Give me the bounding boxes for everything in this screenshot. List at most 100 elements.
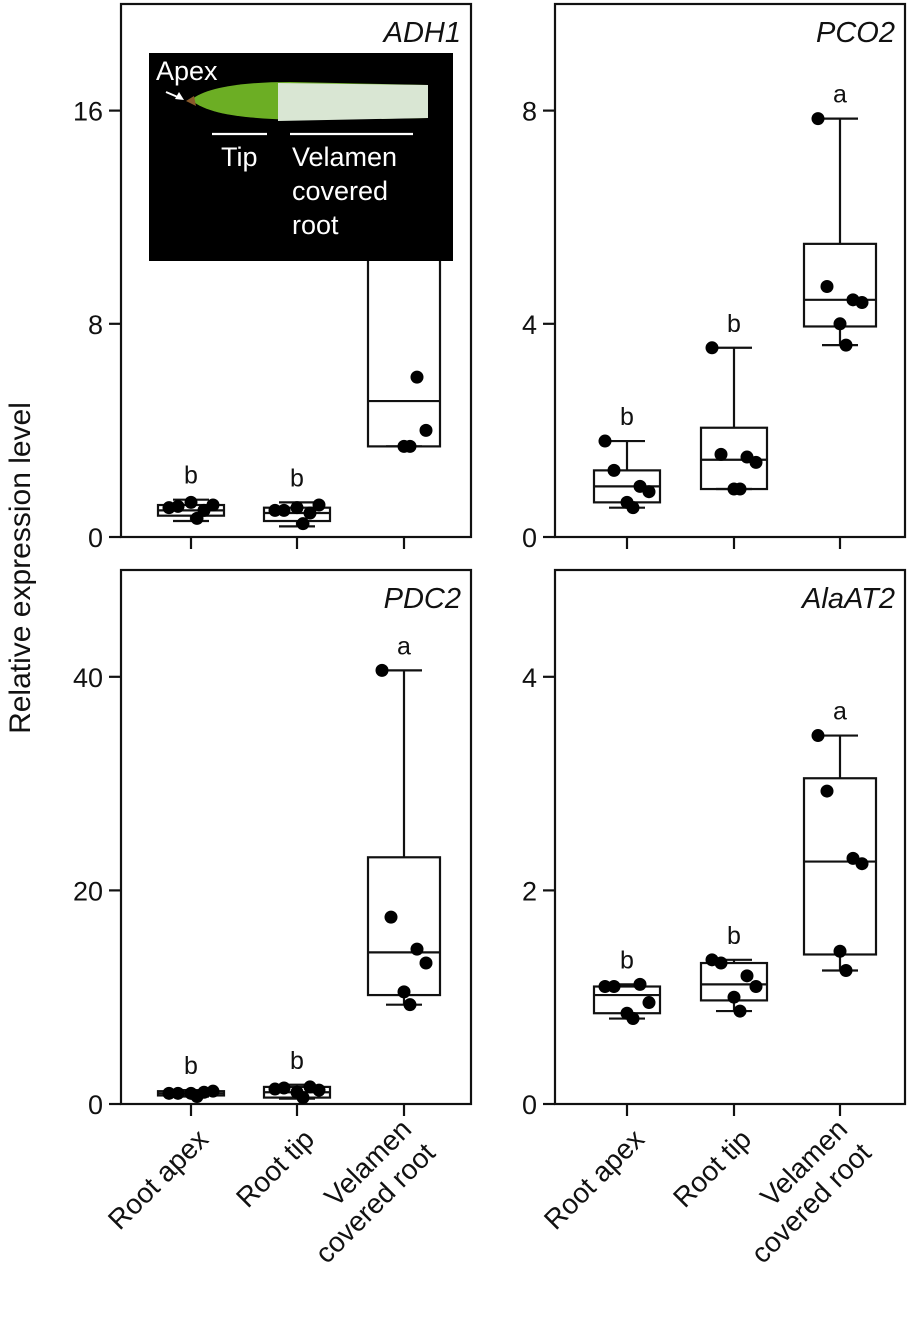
box-root-apex: b [156,1052,226,1104]
data-point [190,511,204,525]
data-point [833,317,847,331]
y-tick-label: 0 [88,1090,103,1120]
data-point [206,498,220,512]
data-point [403,439,417,453]
data-point [839,964,853,977]
y-tick-label: 20 [73,876,103,906]
x-category-label: Root tip [230,1123,320,1213]
data-point [705,341,719,355]
data-point [403,998,417,1012]
inset-velamen-line-1: Velamen [292,142,397,172]
data-point [626,501,640,515]
data-point [839,338,853,352]
y-tick-label: 8 [88,310,103,340]
apex-cap [186,96,196,106]
data-point [410,370,424,384]
data-point [607,463,621,477]
y-tick-label: 8 [522,97,537,127]
x-category-label: Root tip [667,1123,757,1213]
data-point [740,969,754,983]
data-point [419,956,433,970]
data-point [375,663,389,677]
plot-frame [553,2,907,539]
data-point [190,1090,204,1104]
data-point [419,423,433,437]
box-velamen-covered-root: a [802,698,878,977]
data-point [268,503,282,517]
panel-title: PDC2 [384,583,461,615]
data-point [171,499,185,513]
significance-letter: a [833,698,847,726]
y-tick-label: 16 [73,97,103,127]
data-point [303,506,317,520]
inset-tip-label: Tip [221,142,258,172]
data-point [833,944,847,958]
data-point [410,942,424,956]
y-tick-label: 2 [522,876,537,906]
box-root-tip: b [262,1047,332,1105]
data-point [277,503,291,517]
significance-letter: b [727,922,741,950]
box-root-apex: b [592,946,662,1026]
iqr-box [366,856,442,997]
significance-letter: a [833,81,847,109]
box-root-apex: b [156,462,226,525]
data-point [277,1081,291,1095]
data-point [184,495,198,509]
inset-velamen-line-2: covered [292,176,388,206]
data-point [312,498,326,512]
data-point [820,279,834,293]
significance-letter: b [727,310,741,338]
box-root-tip: b [699,310,769,496]
y-tick-label: 0 [522,1090,537,1120]
data-point [598,434,612,448]
significance-letter: a [397,632,411,660]
x-category-label: Root apex [102,1123,214,1235]
data-point [820,784,834,798]
data-point [714,956,728,970]
data-point [642,996,656,1010]
y-tick-label: 40 [73,663,103,693]
data-point [633,977,647,991]
data-point [811,729,825,743]
y-tick-label: 4 [522,663,537,693]
data-point [206,1084,220,1098]
x-category-label: Root apex [538,1123,650,1235]
root-photo-inset: Apex Tip Velamen covered root [149,53,453,261]
y-tick-label: 0 [522,523,537,553]
data-point [598,980,612,994]
data-point [749,455,763,469]
data-point [749,980,763,994]
data-point [733,482,747,496]
plot-frame [119,568,473,1106]
data-point [296,1091,310,1105]
y-tick-label: 0 [88,523,103,553]
data-point [162,1086,176,1100]
significance-letter: b [290,464,304,492]
data-point [727,990,741,1004]
panel-title: PCO2 [816,17,895,49]
data-point [607,980,621,994]
y-axis-label: Relative expression level [4,402,37,734]
data-point [384,910,398,924]
panel-title: AlaAT2 [800,583,895,615]
panel-pco2: PCO2 0 4 8 b b a [522,2,907,553]
data-point [397,985,411,999]
data-point [171,1086,185,1100]
significance-letter: b [620,403,634,431]
box-root-tip: b [262,464,332,531]
y-tick-label: 4 [522,310,537,340]
significance-letter: b [290,1047,304,1075]
plot-frame [553,568,907,1106]
data-point [855,857,869,871]
significance-letter: b [620,946,634,974]
velamen-shape [278,83,428,121]
significance-letter: b [184,462,198,490]
box-velamen-covered-root: a [802,81,878,352]
significance-letter: b [184,1052,198,1080]
inset-velamen-line-3: root [292,210,339,240]
data-point [626,1012,640,1026]
data-point [290,501,304,515]
